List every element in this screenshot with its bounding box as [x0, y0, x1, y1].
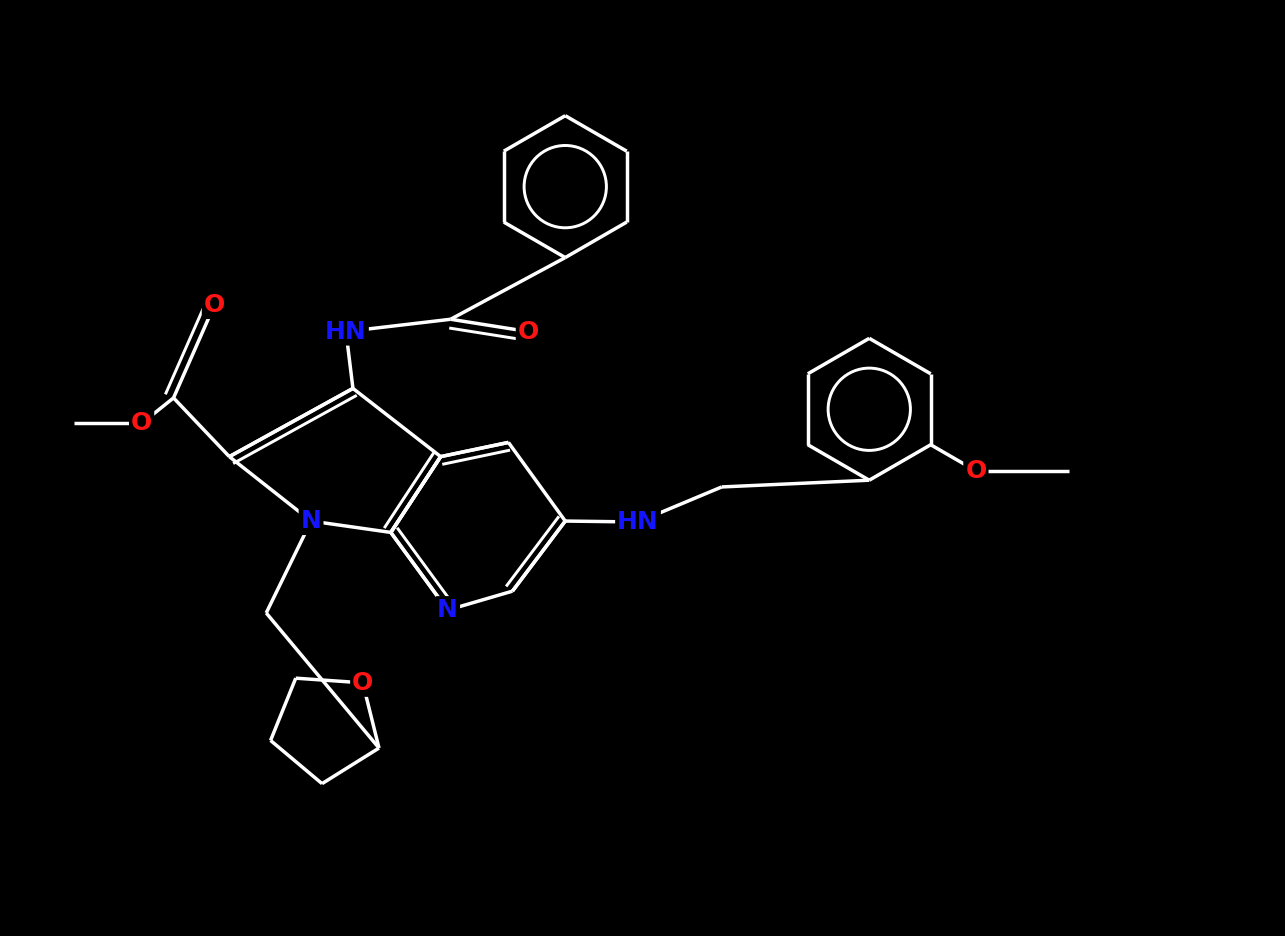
- Text: N: N: [301, 509, 321, 534]
- Text: O: O: [518, 319, 538, 344]
- Text: O: O: [965, 459, 987, 483]
- Text: HN: HN: [325, 319, 366, 344]
- Text: O: O: [352, 671, 374, 695]
- Text: O: O: [131, 412, 152, 435]
- Text: O: O: [204, 293, 225, 317]
- Text: HN: HN: [617, 510, 659, 534]
- Text: N: N: [437, 598, 457, 622]
